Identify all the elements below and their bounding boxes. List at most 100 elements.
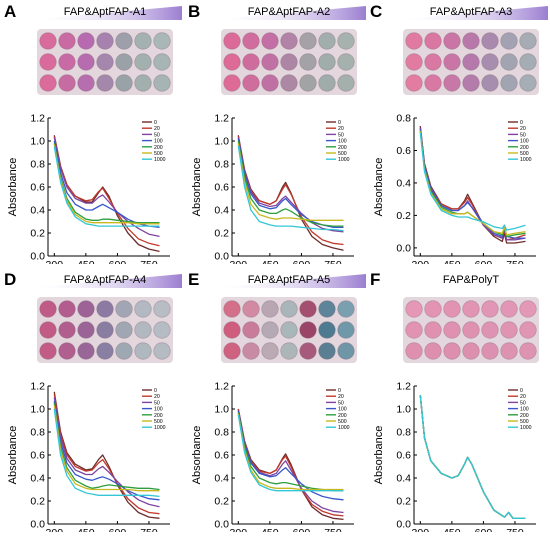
legend-label: 0 xyxy=(520,388,523,394)
x-tick-label: 600 xyxy=(293,527,311,532)
plate-well xyxy=(481,32,499,50)
concentration-wedge-shape xyxy=(212,6,366,20)
plate-well xyxy=(299,300,317,318)
series-line xyxy=(53,146,160,227)
series-line xyxy=(419,127,526,241)
plate-well xyxy=(318,321,336,339)
plate-well xyxy=(519,53,537,71)
plate-well xyxy=(481,342,499,360)
y-tick-label: 0.0 xyxy=(396,242,411,254)
plate-well xyxy=(58,74,76,92)
y-tick-label: 1.2 xyxy=(30,381,45,393)
plate-well xyxy=(261,74,279,92)
y-tick-label: 0.2 xyxy=(30,228,45,240)
plate-well xyxy=(280,32,298,50)
y-tick-label: 0.0 xyxy=(214,251,229,263)
plate-well xyxy=(299,32,317,50)
legend-label: 100 xyxy=(338,139,347,145)
panel-d: D FAP&AptFAP-A4 0.0 0.2 0.4 0.6 0.8 1.0 1.2 300… xyxy=(4,270,182,532)
series-line xyxy=(237,140,344,227)
y-tick-label: 0.8 xyxy=(396,113,411,125)
plate-well xyxy=(96,321,114,339)
x-tick-label: 300 xyxy=(46,259,64,264)
plate-well xyxy=(153,300,171,318)
plate-well xyxy=(481,53,499,71)
plate-well xyxy=(280,342,298,360)
panel-title: FAP&AptFAP-A2 xyxy=(247,6,331,18)
panel-letter: B xyxy=(188,2,201,21)
y-tick-label: 1.0 xyxy=(30,136,45,148)
plate-well xyxy=(115,300,133,318)
plate-well xyxy=(242,300,260,318)
gradient-wedge xyxy=(212,6,366,20)
concentration-wedge-shape xyxy=(394,6,548,20)
legend-label: 100 xyxy=(154,139,163,145)
plate-well xyxy=(462,342,480,360)
plate-well xyxy=(318,342,336,360)
plate-well xyxy=(519,342,537,360)
y-tick-label: 0.0 xyxy=(30,251,45,263)
legend-label: 500 xyxy=(520,151,529,157)
x-tick-label: 750 xyxy=(324,527,342,532)
plate-well xyxy=(223,321,241,339)
y-tick-label: 1.2 xyxy=(396,381,411,393)
plate-well xyxy=(318,53,336,71)
plate-well xyxy=(519,300,537,318)
legend-label: 100 xyxy=(520,139,529,145)
y-tick-label: 0.8 xyxy=(30,159,45,171)
series-line xyxy=(419,132,526,231)
legend-label: 0 xyxy=(154,120,157,126)
plate-well xyxy=(153,74,171,92)
x-tick-label: 300 xyxy=(46,527,64,532)
legend-label: 1000 xyxy=(520,157,532,163)
x-tick-label: 750 xyxy=(140,527,158,532)
x-tick-label: 450 xyxy=(261,259,279,264)
y-tick-label: 0.2 xyxy=(30,496,45,508)
y-axis-label: Absorbance xyxy=(373,158,385,217)
plate-well xyxy=(299,74,317,92)
plate-well xyxy=(500,321,518,339)
plate-well xyxy=(481,74,499,92)
plate-well xyxy=(261,321,279,339)
plate-well xyxy=(299,342,317,360)
series-line xyxy=(53,136,160,247)
y-axis-label: Absorbance xyxy=(7,158,19,217)
y-axis-label: Absorbance xyxy=(191,158,203,217)
series-line xyxy=(419,126,526,244)
panel-title: FAP&PolyT xyxy=(442,274,500,286)
x-tick-label: 600 xyxy=(109,259,127,264)
y-tick-label: 0.6 xyxy=(214,182,229,194)
plate-well xyxy=(280,74,298,92)
absorbance-chart: 0.0 0.2 0.4 0.6 0.8 1.0 1.2 300 450 600 750 Absorba… xyxy=(7,113,170,264)
series-line xyxy=(53,140,160,228)
series-line xyxy=(53,397,160,508)
plate-well xyxy=(280,300,298,318)
plate-well xyxy=(96,300,114,318)
legend-label: 1000 xyxy=(154,157,166,163)
y-tick-label: 0.0 xyxy=(214,519,229,531)
y-tick-label: 0.0 xyxy=(30,519,45,531)
x-tick-label: 600 xyxy=(109,527,127,532)
plate-well xyxy=(500,53,518,71)
plate-well xyxy=(337,321,355,339)
y-tick-label: 0.4 xyxy=(214,473,229,485)
series-line xyxy=(237,413,344,491)
legend-label: 20 xyxy=(154,126,160,132)
y-tick-label: 0.2 xyxy=(396,496,411,508)
series-line xyxy=(237,409,344,514)
plate-well xyxy=(58,53,76,71)
y-tick-label: 0.4 xyxy=(396,177,411,189)
series-line xyxy=(237,137,344,233)
gradient-wedge xyxy=(28,6,182,20)
legend-label: 1000 xyxy=(338,157,350,163)
series-line xyxy=(53,403,160,491)
x-tick-label: 450 xyxy=(443,259,461,264)
series-line xyxy=(419,395,526,519)
x-tick-label: 450 xyxy=(261,527,279,532)
legend-label: 50 xyxy=(338,132,344,138)
plate-well xyxy=(500,32,518,50)
legend-label: 100 xyxy=(154,407,163,413)
plate-well xyxy=(39,321,57,339)
legend-label: 0 xyxy=(338,388,341,394)
plate-well xyxy=(443,74,461,92)
